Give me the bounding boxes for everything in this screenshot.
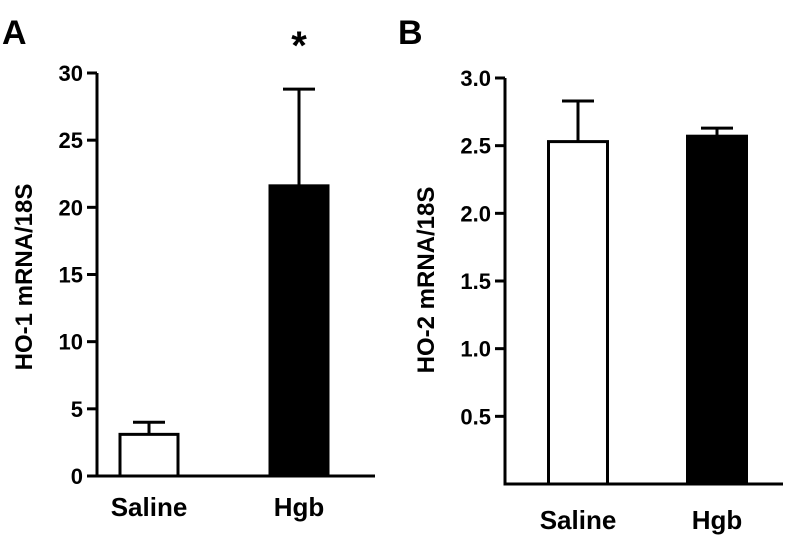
panel-b-y-tick-label: 0.5	[460, 404, 491, 429]
panel-b-y-tick-label: 1.5	[460, 269, 491, 294]
panel-b-y-tick-label: 2.5	[460, 134, 491, 159]
panel-a-axes	[95, 73, 375, 478]
panel-a-y-tick-label: 5	[71, 397, 83, 422]
panel-a: A HO-1 mRNA/18S 0 5 10 15 20 25 30 Saline Hgb *	[2, 14, 375, 522]
panel-b-bar-hgb	[686, 134, 748, 486]
panel-a-significance-annotation: *	[291, 24, 307, 68]
panel-b-letter: B	[398, 14, 423, 52]
panel-a-y-tick-label: 10	[59, 330, 83, 355]
panel-a-bar-hgb	[268, 184, 330, 478]
panel-b-y-tick-label: 1.0	[460, 337, 491, 362]
panel-b-ticks: 0.5 1.0 1.5 2.0 2.5 3.0	[460, 66, 505, 429]
panel-b-axes	[503, 78, 783, 486]
panel-b: B HO-2 mRNA/18S 0.5 1.0 1.5 2.0 2.5 3.0 Salin…	[398, 14, 783, 535]
panel-b-category-label: Saline	[540, 505, 617, 535]
panel-a-y-tick-label: 20	[59, 195, 83, 220]
panel-a-y-axis-title: HO-1 mRNA/18S	[11, 184, 38, 371]
panel-a-y-tick-label: 15	[59, 263, 83, 288]
panel-a-category-label: Hgb	[274, 492, 325, 522]
panel-b-y-tick-label: 2.0	[460, 201, 491, 226]
panel-a-y-tick-label: 30	[59, 61, 83, 86]
panel-a-category-label: Saline	[111, 492, 188, 522]
panel-b-category-label: Hgb	[692, 505, 743, 535]
panel-b-y-axis-title: HO-2 mRNA/18S	[413, 187, 440, 374]
panel-b-y-tick-label: 3.0	[460, 66, 491, 91]
panel-a-bar-saline	[118, 432, 180, 478]
panel-a-bars: Saline Hgb *	[111, 24, 330, 522]
panel-a-y-tick-label: 25	[59, 128, 83, 153]
panel-a-y-tick-label: 0	[71, 464, 83, 489]
panel-b-bar-saline	[547, 140, 609, 486]
panel-b-bars: Saline Hgb	[540, 99, 748, 535]
panel-a-ticks: 0 5 10 15 20 25 30	[59, 61, 97, 489]
panel-a-letter: A	[2, 14, 27, 52]
